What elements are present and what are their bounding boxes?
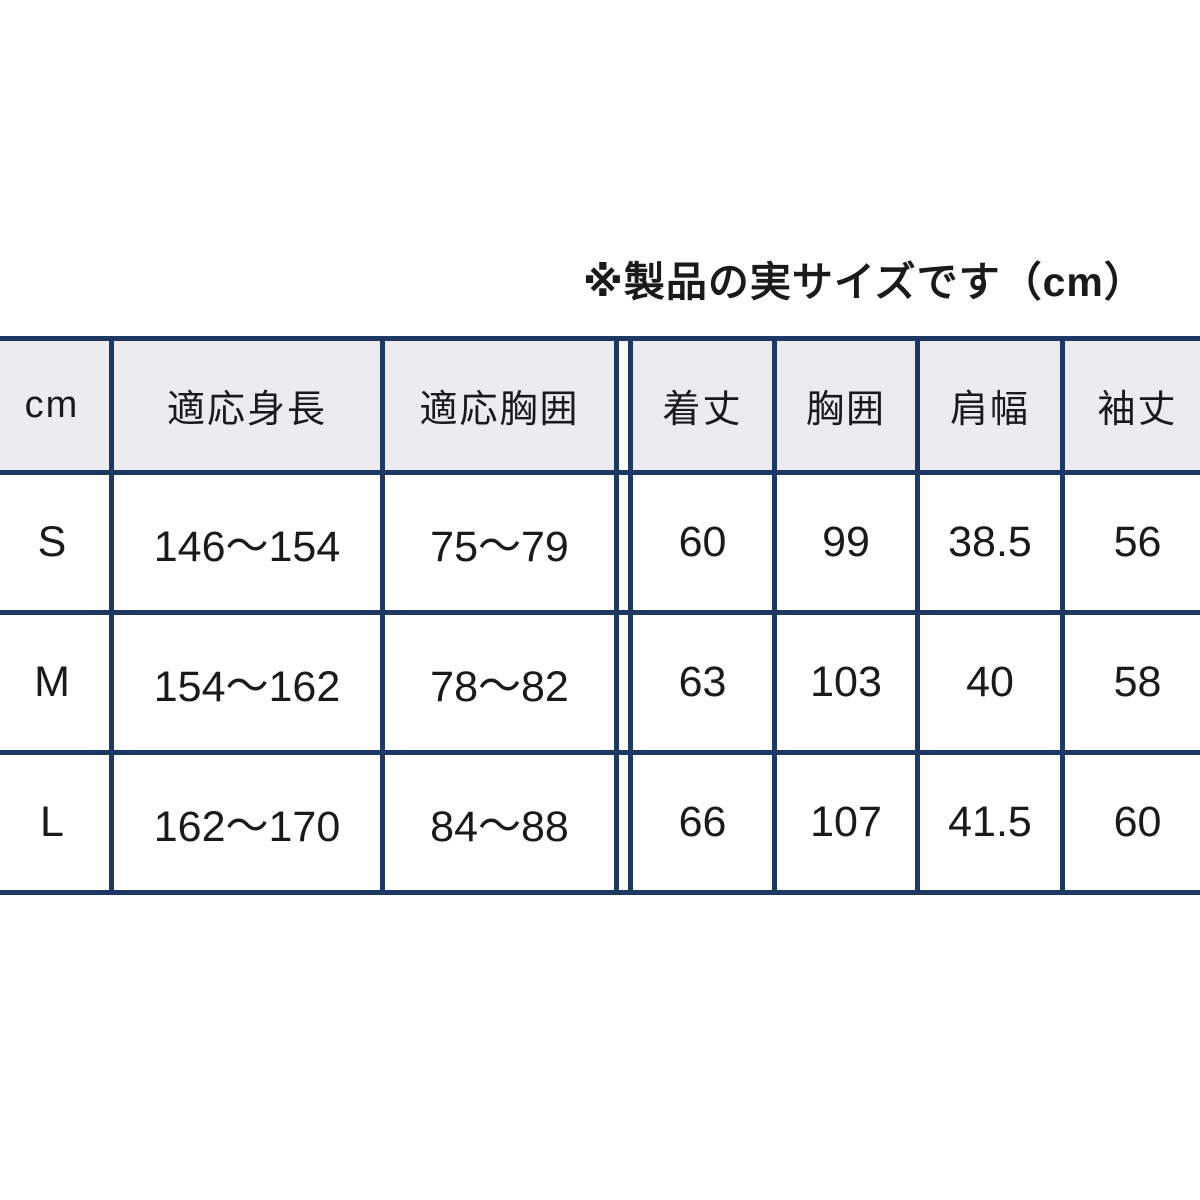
cell-s-length: 60	[628, 470, 777, 615]
cell-l-chest: 107	[772, 750, 920, 895]
cell-l-length: 66	[628, 750, 777, 895]
cell-m-length: 63	[628, 610, 777, 755]
cell-l-sleeve: 60	[1060, 750, 1200, 895]
header-cell-chest: 胸囲	[772, 336, 920, 475]
cell-m-sleeve: 58	[1060, 610, 1200, 755]
size-table: cm 適応身長 適応胸囲 着丈 胸囲 肩幅 袖丈 S 146〜154 75〜79…	[0, 336, 1200, 895]
header-cell-fit-height: 適応身長	[109, 336, 385, 475]
cell-s-sleeve: 56	[1060, 470, 1200, 615]
table-row-m: M 154〜162 78〜82 63 103 40 58	[0, 610, 1200, 755]
separator-cell	[614, 610, 633, 755]
separator-cell	[614, 750, 633, 895]
table-row-l: L 162〜170 84〜88 66 107 41.5 60	[0, 750, 1200, 895]
cell-m-fit-chest: 78〜82	[380, 610, 619, 755]
header-cell-length: 着丈	[628, 336, 777, 475]
cell-m-fit-height: 154〜162	[109, 610, 385, 755]
header-cell-fit-chest: 適応胸囲	[380, 336, 619, 475]
cell-s-shoulder: 38.5	[915, 470, 1065, 615]
cell-m-size: M	[0, 610, 114, 755]
separator-cell	[614, 336, 633, 475]
cell-l-shoulder: 41.5	[915, 750, 1065, 895]
header-cell-shoulder: 肩幅	[915, 336, 1065, 475]
header-cell-sleeve: 袖丈	[1060, 336, 1200, 475]
cell-s-chest: 99	[772, 470, 920, 615]
cell-l-fit-height: 162〜170	[109, 750, 385, 895]
cell-l-size: L	[0, 750, 114, 895]
separator-cell	[614, 470, 633, 615]
table-row-s: S 146〜154 75〜79 60 99 38.5 56	[0, 470, 1200, 615]
cell-l-fit-chest: 84〜88	[380, 750, 619, 895]
size-note-text: ※製品の実サイズです（cm）	[583, 259, 1146, 305]
cell-s-size: S	[0, 470, 114, 615]
header-cell-unit: cm	[0, 336, 114, 475]
cell-s-fit-height: 146〜154	[109, 470, 385, 615]
cell-m-chest: 103	[772, 610, 920, 755]
header-row: cm 適応身長 適応胸囲 着丈 胸囲 肩幅 袖丈	[0, 336, 1200, 475]
cell-m-shoulder: 40	[915, 610, 1065, 755]
cell-s-fit-chest: 75〜79	[380, 470, 619, 615]
